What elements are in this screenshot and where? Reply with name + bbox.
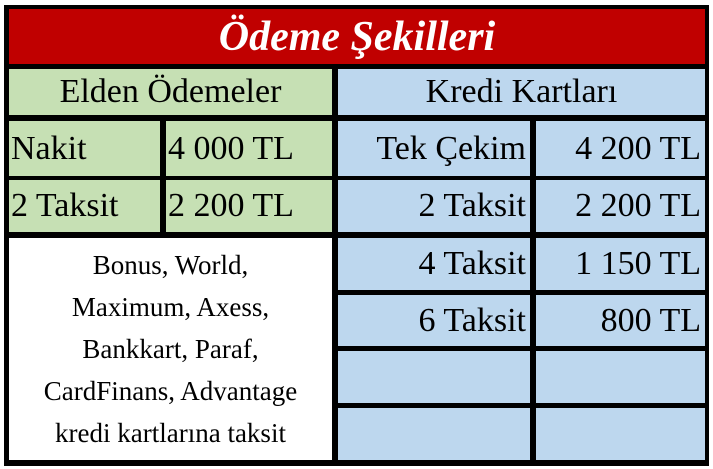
cash-row-label: 2 Taksit (9, 180, 160, 232)
card-row-amount: 2 200 TL (536, 180, 705, 232)
note-line: Bankkart, Paraf, (82, 334, 259, 364)
card-header: Kredi Kartları (338, 69, 705, 115)
card-row-label (338, 408, 530, 460)
card-row-amount (536, 408, 705, 460)
card-row-amount: 1 150 TL (536, 238, 705, 290)
card-row-label: 2 Taksit (338, 180, 530, 232)
card-row-label: 6 Taksit (338, 295, 530, 346)
card-row-label: Tek Çekim (338, 121, 530, 176)
card-row-label: 4 Taksit (338, 238, 530, 290)
note-line: Maximum, Axess, (71, 292, 270, 322)
cash-row-label: Nakit (9, 121, 160, 176)
note-line: kredi kartlarına taksit (55, 418, 286, 448)
cash-header: Elden Ödemeler (9, 69, 332, 115)
card-row-amount: 800 TL (536, 295, 705, 346)
cash-row-amount: 2 200 TL (166, 180, 332, 232)
installment-note: Bonus, World, Maximum, Axess, Bankkart, … (9, 238, 332, 460)
note-line: CardFinans, Advantage (43, 376, 298, 406)
note-line: Bonus, World, (92, 250, 249, 280)
card-row-amount (536, 351, 705, 403)
card-row-label (338, 351, 530, 403)
card-row-amount: 4 200 TL (536, 121, 705, 176)
table-title: Ödeme Şekilleri (9, 9, 705, 64)
table-grid: Ödeme Şekilleri Elden Ödemeler Kredi Kar… (4, 5, 709, 466)
cash-row-amount: 4 000 TL (166, 121, 332, 176)
